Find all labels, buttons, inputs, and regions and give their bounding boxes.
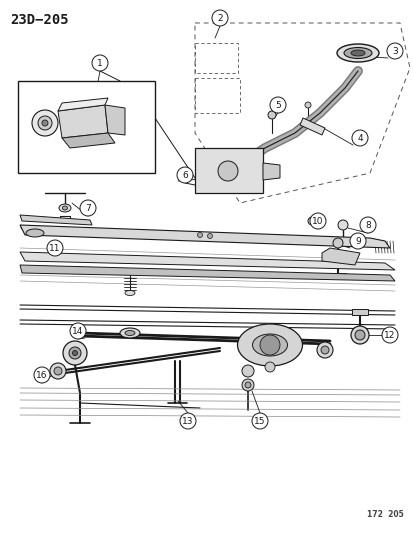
Circle shape	[50, 363, 66, 379]
Circle shape	[244, 382, 250, 388]
Polygon shape	[20, 265, 394, 281]
Text: 13: 13	[182, 416, 193, 425]
Polygon shape	[321, 248, 359, 265]
Text: 5: 5	[275, 101, 280, 109]
Ellipse shape	[120, 328, 140, 338]
Ellipse shape	[336, 44, 378, 62]
Ellipse shape	[26, 229, 44, 237]
Ellipse shape	[125, 330, 135, 335]
Polygon shape	[105, 105, 125, 135]
Circle shape	[354, 330, 364, 340]
Circle shape	[70, 323, 86, 339]
Bar	[351, 309, 367, 315]
Circle shape	[32, 110, 58, 136]
Ellipse shape	[252, 334, 287, 356]
Text: 2: 2	[217, 13, 222, 22]
Polygon shape	[262, 163, 279, 180]
Circle shape	[92, 55, 108, 71]
Circle shape	[381, 327, 397, 343]
Circle shape	[207, 233, 212, 238]
Polygon shape	[62, 133, 115, 148]
Circle shape	[349, 233, 365, 249]
Text: 3: 3	[391, 46, 397, 55]
Circle shape	[351, 130, 367, 146]
Ellipse shape	[125, 290, 135, 295]
Text: 8: 8	[364, 221, 370, 230]
Text: 9: 9	[354, 237, 360, 246]
Circle shape	[242, 365, 254, 377]
Ellipse shape	[59, 204, 71, 212]
Polygon shape	[58, 98, 108, 111]
Text: 11: 11	[49, 244, 61, 253]
Circle shape	[63, 341, 87, 365]
Circle shape	[72, 351, 77, 356]
Polygon shape	[20, 225, 389, 248]
Circle shape	[42, 120, 48, 126]
Circle shape	[307, 217, 315, 225]
Circle shape	[47, 240, 63, 256]
Circle shape	[69, 347, 81, 359]
Polygon shape	[58, 105, 108, 138]
Circle shape	[264, 362, 274, 372]
Circle shape	[320, 346, 328, 354]
Circle shape	[269, 97, 285, 113]
Circle shape	[197, 232, 202, 238]
Text: 10: 10	[311, 216, 323, 225]
Polygon shape	[299, 118, 324, 135]
Text: 4: 4	[356, 133, 362, 142]
Circle shape	[304, 102, 310, 108]
Circle shape	[350, 326, 368, 344]
Text: 1: 1	[97, 59, 102, 68]
Bar	[195, 148, 262, 193]
Text: 12: 12	[383, 330, 395, 340]
Circle shape	[316, 342, 332, 358]
Polygon shape	[20, 252, 394, 270]
Circle shape	[180, 413, 195, 429]
Text: 16: 16	[36, 370, 47, 379]
Circle shape	[386, 43, 402, 59]
Circle shape	[252, 413, 267, 429]
Circle shape	[359, 217, 375, 233]
Ellipse shape	[350, 50, 364, 56]
Polygon shape	[20, 215, 92, 225]
Circle shape	[54, 367, 62, 375]
Circle shape	[38, 116, 52, 130]
Text: 6: 6	[182, 171, 188, 180]
Text: 15: 15	[254, 416, 265, 425]
Circle shape	[267, 111, 275, 119]
Circle shape	[242, 379, 254, 391]
Circle shape	[211, 10, 228, 26]
Ellipse shape	[343, 47, 371, 59]
Bar	[18, 81, 154, 173]
Circle shape	[218, 161, 237, 181]
Ellipse shape	[237, 324, 302, 366]
Circle shape	[34, 367, 50, 383]
Circle shape	[332, 238, 342, 248]
Circle shape	[337, 220, 347, 230]
Circle shape	[177, 167, 192, 183]
Text: 7: 7	[85, 204, 91, 213]
Ellipse shape	[62, 206, 67, 210]
Text: 14: 14	[72, 327, 83, 335]
Circle shape	[309, 213, 325, 229]
Circle shape	[259, 335, 279, 355]
Text: 23D−205: 23D−205	[10, 13, 69, 27]
Text: 172  205: 172 205	[366, 510, 403, 519]
Circle shape	[80, 200, 96, 216]
